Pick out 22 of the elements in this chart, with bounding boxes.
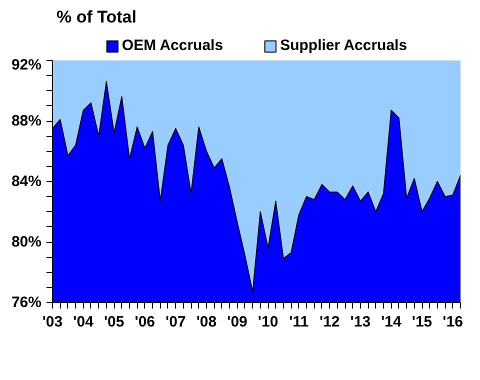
y-tick-label: 76% (11, 294, 42, 311)
legend-label: OEM Accruals (122, 37, 224, 54)
y-tick-label: 88% (11, 112, 42, 130)
x-tick-label: '11 (289, 314, 309, 330)
x-tick-label: '10 (258, 314, 278, 330)
x-tick-label: '04 (73, 314, 94, 330)
x-tick-label: '16 (442, 314, 463, 330)
legend-label: Supplier Accruals (280, 37, 408, 54)
x-tick-label: '08 (196, 314, 217, 330)
y-tick-label: 80% (11, 234, 42, 250)
y-tick-label: 84% (11, 173, 42, 190)
x-tick-label: '05 (104, 314, 124, 330)
x-tick-label: '07 (166, 314, 186, 330)
y-tick-label: 92% (11, 56, 42, 74)
x-tick-label: '03 (42, 314, 63, 330)
x-tick-label: '06 (134, 314, 156, 330)
x-tick-label: '14 (381, 314, 402, 330)
x-tick-label: '13 (350, 314, 371, 330)
x-tick-label: '12 (320, 314, 340, 330)
chart-title: % of Total (56, 8, 136, 26)
x-tick-label: '15 (412, 314, 432, 330)
x-tick-label: '09 (227, 314, 248, 330)
